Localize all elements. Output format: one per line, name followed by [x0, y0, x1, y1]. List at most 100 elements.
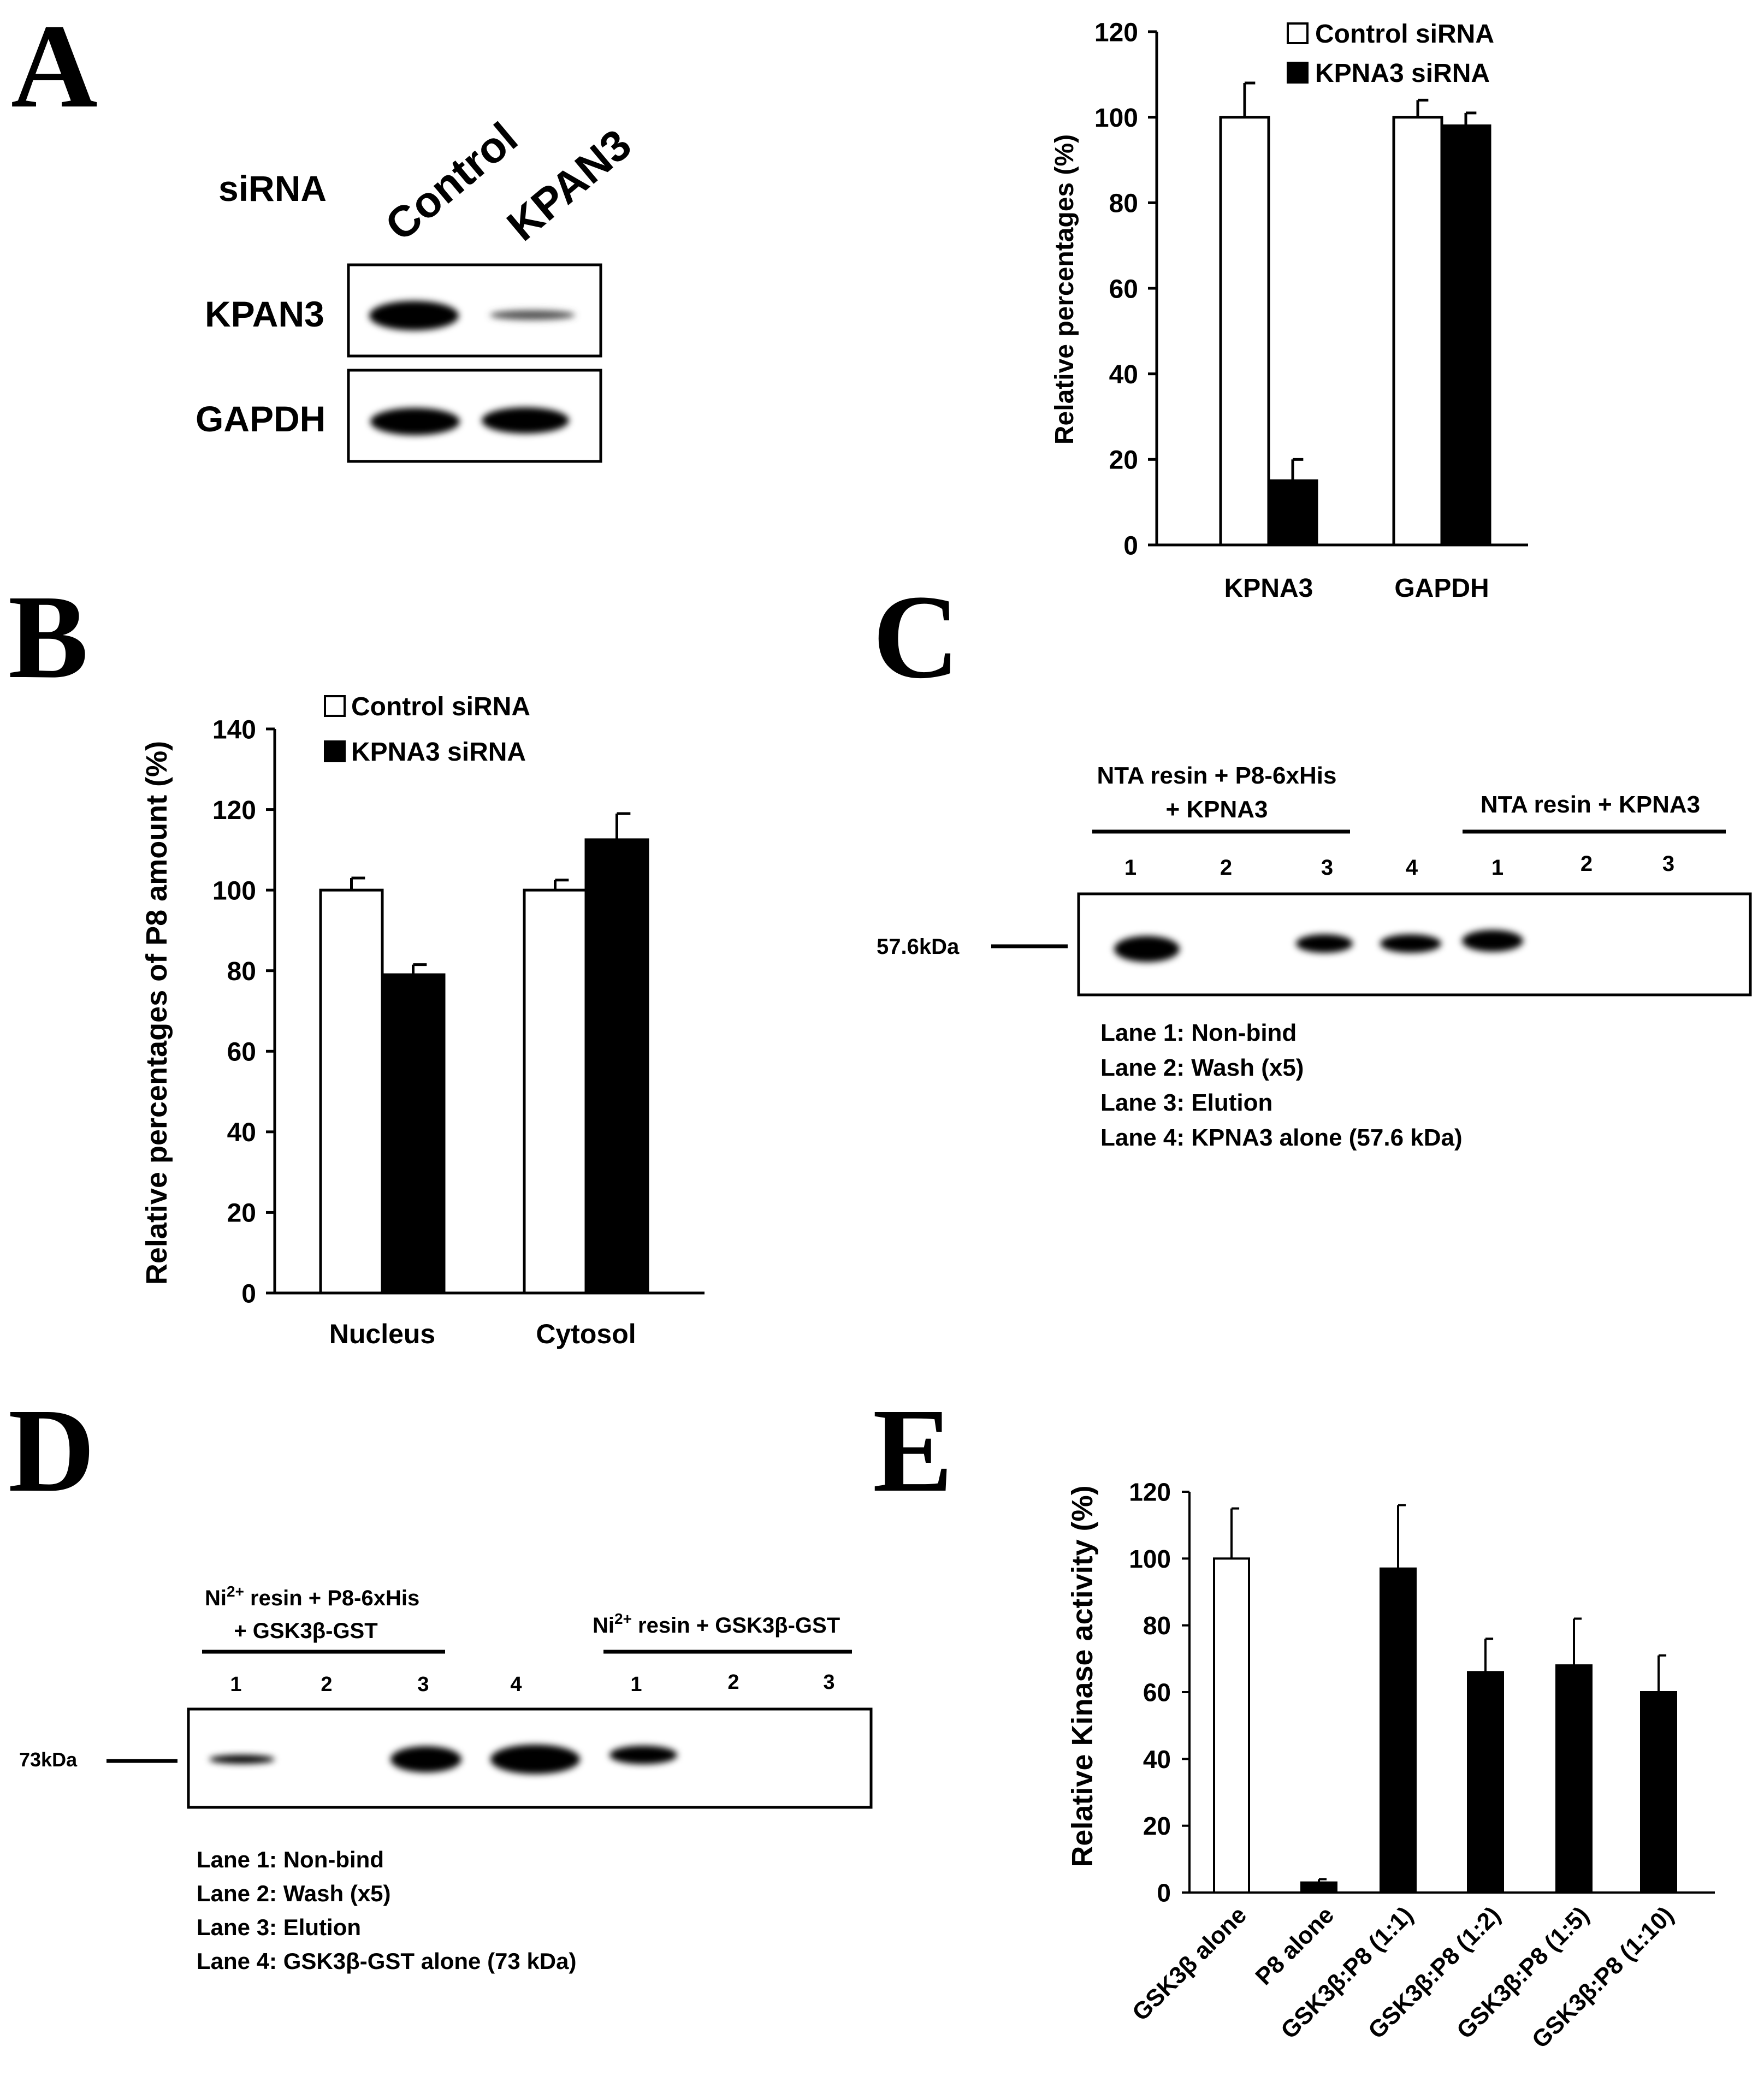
chart-b-ytick-label-2: 40: [227, 1118, 256, 1147]
chart-b-ytick-label-0: 0: [241, 1279, 256, 1308]
chart-e-category-5: GSK3β:P8 (1:10): [1527, 1901, 1679, 2053]
blot-a-row-kpan3: KPAN3: [205, 294, 324, 334]
blot-c-lane-6: 2: [1581, 852, 1593, 876]
legend-b-knockdown-swatch: [324, 740, 346, 762]
chart-e-ytick-label-6: 120: [1129, 1478, 1171, 1506]
blot-c-legend-lane-3: Lane 3: Elution: [1100, 1089, 1273, 1116]
blot-c-band-lane-3: [1296, 934, 1353, 953]
blot-c-group1-line2: + KPNA3: [1165, 796, 1268, 823]
chart-b-ytick-label-6: 120: [212, 796, 256, 825]
legend-b-control-label: Control siRNA: [351, 692, 530, 721]
panel-letter-e: E: [873, 1384, 953, 1517]
chart-b-category-0: Nucleus: [329, 1319, 436, 1349]
chart-b-ytick-label-4: 80: [227, 957, 256, 986]
blot-d-lane-3: 3: [417, 1673, 429, 1696]
panel-letter-c: C: [873, 570, 960, 703]
blot-c-lane-7: 3: [1662, 852, 1674, 876]
blot-c-legend-lane-2: Lane 2: Wash (x5): [1100, 1054, 1304, 1081]
blot-d-lane-5: 1: [630, 1673, 642, 1696]
chart-b-ytick-label-5: 100: [212, 876, 256, 905]
chart-b-ytick-label-3: 60: [227, 1038, 256, 1067]
chart-a-ytick-label-6: 120: [1094, 18, 1138, 47]
chart-e-ytick-label-4: 80: [1143, 1611, 1171, 1640]
blot-c-lane-legend: Lane 1: Non-bind Lane 2: Wash (x5) Lane …: [1100, 1016, 1463, 1155]
legend-a-knockdown-swatch: [1287, 62, 1309, 84]
blot-c-legend-lane-4: Lane 4: KPNA3 alone (57.6 kDa): [1100, 1124, 1463, 1151]
blot-d-band-lane-1: [209, 1755, 275, 1764]
blot-d-group2-ion: Ni: [593, 1614, 614, 1638]
blot-d-legend-lane-1: Lane 1: Non-bind: [197, 1847, 384, 1872]
chart-a-ytick-label-1: 20: [1109, 446, 1138, 475]
chart-a-bar-0-1: [1267, 479, 1318, 547]
blot-a-row-gapdh: GAPDH: [196, 399, 325, 439]
chart-a: Control siRNA KPNA3 siRNA Relative perce…: [1050, 18, 1528, 603]
chart-a-bar-1-1: [1440, 124, 1491, 547]
blot-d-lane-4: 4: [510, 1673, 522, 1696]
chart-b-ytick-label-1: 20: [227, 1199, 256, 1228]
chart-a-category-1: GAPDH: [1394, 574, 1489, 603]
blot-d-group2-charge: 2+: [614, 1610, 632, 1627]
legend-a-control-label: Control siRNA: [1315, 20, 1494, 49]
blot-a-row-header: siRNA: [218, 168, 327, 209]
legend-a-knockdown-label: KPNA3 siRNA: [1315, 59, 1490, 88]
chart-b-bar-1-0: [523, 888, 588, 1295]
blot-a-lane-control: Control: [376, 113, 526, 250]
chart-a-ytick-label-5: 100: [1094, 104, 1138, 133]
blot-c-legend-lane-1: Lane 1: Non-bind: [1100, 1019, 1297, 1046]
chart-e-bar-4: [1555, 1664, 1593, 1894]
chart-e-bar-1: [1300, 1881, 1337, 1894]
chart-a-ytick-label-3: 60: [1109, 275, 1138, 304]
blot-a-band-kpan3-knockdown: [490, 310, 575, 320]
chart-e-ylabel: Relative Kinase activity (%): [1066, 1485, 1099, 1867]
chart-e-ytick-label-3: 60: [1143, 1678, 1171, 1707]
blot-d-group1-line1: Ni2+ resin + P8-6xHis: [205, 1583, 419, 1610]
chart-a-ytick-label-0: 0: [1123, 531, 1138, 560]
chart-e-category-0: GSK3β alone: [1127, 1901, 1252, 2026]
blot-c-lane-1: 1: [1124, 856, 1136, 880]
chart-b-bar-1-1: [584, 838, 649, 1295]
panel-letter-b: B: [8, 570, 88, 703]
blot-a-band-gapdh-control: [370, 408, 460, 435]
chart-e: Relative Kinase activity (%) 0 20 40 60 80 10…: [1066, 1478, 1715, 2054]
chart-e-bar-0: [1213, 1557, 1250, 1894]
blot-d-group2-rest: resin + GSK3β-GST: [632, 1614, 840, 1638]
blot-d-group1-rest: resin + P8-6xHis: [244, 1586, 419, 1610]
chart-e-ytick-label-5: 100: [1129, 1545, 1171, 1573]
blot-d-band-lane-5: [609, 1746, 677, 1764]
blot-d-group1-charge: 2+: [227, 1583, 244, 1600]
legend-a-control-swatch: [1287, 22, 1309, 44]
blot-c-marker-label: 57.6kDa: [877, 935, 960, 959]
chart-e-ytick-label-2: 40: [1143, 1745, 1171, 1774]
chart-a-ytick-label-4: 80: [1109, 189, 1138, 218]
blot-c-lane-5: 1: [1491, 856, 1503, 880]
blot-c-lane-2: 2: [1220, 856, 1232, 880]
chart-a-bar-0-0: [1219, 116, 1270, 547]
blot-a-lane-kpan3: KPAN3: [498, 120, 640, 250]
blot-a-band-gapdh-knockdown: [482, 407, 569, 434]
blot-c-band-lane-1: [1114, 936, 1180, 962]
blot-d-group1-line2: + GSK3β-GST: [234, 1619, 377, 1643]
chart-e-bar-2: [1380, 1567, 1417, 1894]
chart-e-bar-3: [1467, 1671, 1504, 1894]
chart-a-ytick-label-2: 40: [1109, 360, 1138, 389]
blot-d-group1-ion: Ni: [205, 1586, 227, 1610]
chart-b-ytick-label-7: 140: [212, 715, 256, 744]
blot-d-band-lane-3: [390, 1746, 461, 1772]
blot-d-marker-label: 73kDa: [19, 1748, 78, 1771]
blot-d-legend-lane-4: Lane 4: GSK3β-GST alone (73 kDa): [197, 1948, 577, 1974]
chart-b: Control siRNA KPNA3 siRNA Relative perce…: [140, 692, 705, 1349]
blot-d-lane-2: 2: [321, 1673, 332, 1696]
blot-c-lane-4: 4: [1406, 856, 1418, 880]
chart-b-bar-0-1: [381, 973, 446, 1295]
panel-letter-d: D: [8, 1384, 95, 1517]
blot-d-lane-1: 1: [230, 1673, 241, 1696]
legend-b-control-swatch: [324, 695, 346, 717]
blot-d-legend-lane-3: Lane 3: Elution: [197, 1914, 362, 1940]
chart-e-bar-5: [1640, 1691, 1677, 1894]
chart-e-ytick-label-0: 0: [1157, 1879, 1171, 1907]
panel-letter-a: A: [11, 0, 98, 133]
chart-a-category-0: KPNA3: [1224, 574, 1313, 603]
blot-d-group2-line: Ni2+ resin + GSK3β-GST: [593, 1610, 840, 1638]
blot-c-band-lane-5: [1462, 930, 1523, 952]
chart-e-ytick-label-1: 20: [1143, 1812, 1171, 1840]
